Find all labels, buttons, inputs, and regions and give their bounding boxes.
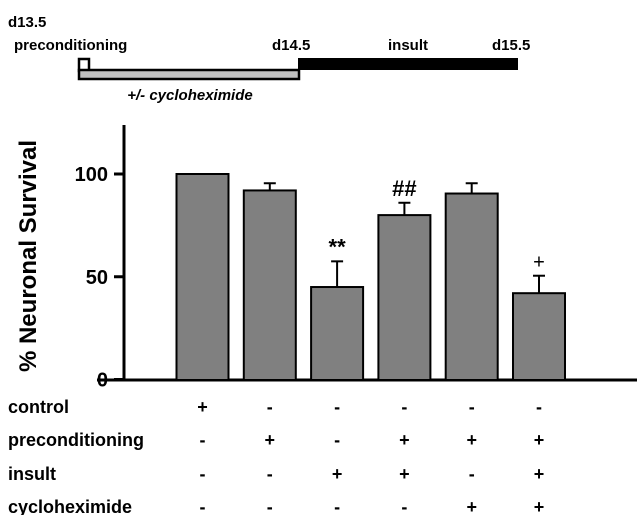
significance-annotation: ** (329, 234, 347, 259)
condition-mark: + (265, 430, 276, 450)
y-tick-label: 50 (86, 267, 108, 289)
timeline-label-d13-5: d13.5 (8, 14, 46, 31)
condition-mark: + (534, 430, 545, 450)
significance-annotations: ** ## + (329, 176, 545, 274)
error-bars (263, 182, 545, 294)
condition-mark: + (466, 430, 477, 450)
bar (310, 286, 365, 381)
bar (175, 173, 230, 381)
condition-mark: + (332, 464, 343, 484)
timeline-label-preconditioning: preconditioning (14, 37, 127, 54)
bar (377, 214, 432, 381)
y-ticks: 0 50 100 (75, 164, 124, 392)
timeline-label-insult: insult (388, 37, 428, 54)
condition-mark: - (200, 464, 206, 484)
bar (242, 189, 297, 381)
condition-mark: - (401, 497, 407, 515)
treatment-timeline: d13.5 preconditioning d14.5 insult d15.5… (8, 14, 530, 104)
condition-mark: - (267, 464, 273, 484)
timeline-label-d15-5: d15.5 (492, 37, 530, 54)
condition-label: control (8, 397, 69, 417)
significance-annotation: + (533, 252, 545, 274)
condition-mark: + (466, 497, 477, 515)
condition-label: insult (8, 464, 56, 484)
condition-mark: - (401, 397, 407, 417)
condition-mark: + (534, 497, 545, 515)
y-tick-label: 0 (97, 370, 108, 392)
condition-mark: - (536, 397, 542, 417)
condition-mark: - (469, 397, 475, 417)
condition-mark: - (334, 430, 340, 450)
condition-mark: + (399, 430, 410, 450)
cycloheximide-label: +/- cycloheximide (127, 87, 252, 104)
significance-annotation: ## (392, 176, 416, 201)
y-tick-label: 100 (75, 164, 108, 186)
condition-mark: - (334, 397, 340, 417)
condition-mark: - (334, 497, 340, 515)
bar (444, 192, 499, 381)
insult-bar (298, 58, 518, 70)
bars (175, 173, 566, 381)
condition-mark: - (267, 497, 273, 515)
cycloheximide-bar (77, 68, 301, 81)
timeline-label-d14-5: d14.5 (272, 37, 310, 54)
condition-mark: + (399, 464, 410, 484)
condition-mark: + (197, 397, 208, 417)
condition-mark: - (267, 397, 273, 417)
condition-mark: - (200, 430, 206, 450)
condition-mark: - (469, 464, 475, 484)
condition-label: preconditioning (8, 430, 144, 450)
y-axis-label: % Neuronal Survival (15, 140, 42, 372)
bar (512, 292, 566, 381)
condition-mark: + (534, 464, 545, 484)
condition-table: control + - - - - - preconditioning - + - + + + insult… (8, 397, 544, 515)
condition-mark: - (200, 497, 206, 515)
condition-label: cycloheximide (8, 497, 132, 515)
